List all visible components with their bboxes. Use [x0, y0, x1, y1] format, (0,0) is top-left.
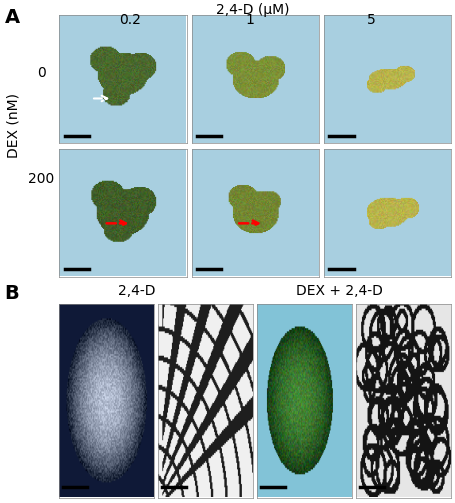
Text: 1: 1 [245, 13, 254, 27]
Text: DEX + 2,4-D: DEX + 2,4-D [296, 284, 382, 298]
Text: 200: 200 [28, 172, 54, 186]
Text: DEX (nM): DEX (nM) [7, 93, 20, 158]
Text: 0.2: 0.2 [119, 13, 141, 27]
Text: 5: 5 [366, 13, 375, 27]
Text: 0: 0 [36, 66, 46, 80]
Text: 2,4-D (μM): 2,4-D (μM) [216, 3, 289, 17]
Text: 2,4-D: 2,4-D [118, 284, 155, 298]
Text: B: B [5, 284, 19, 303]
Text: A: A [5, 8, 20, 27]
